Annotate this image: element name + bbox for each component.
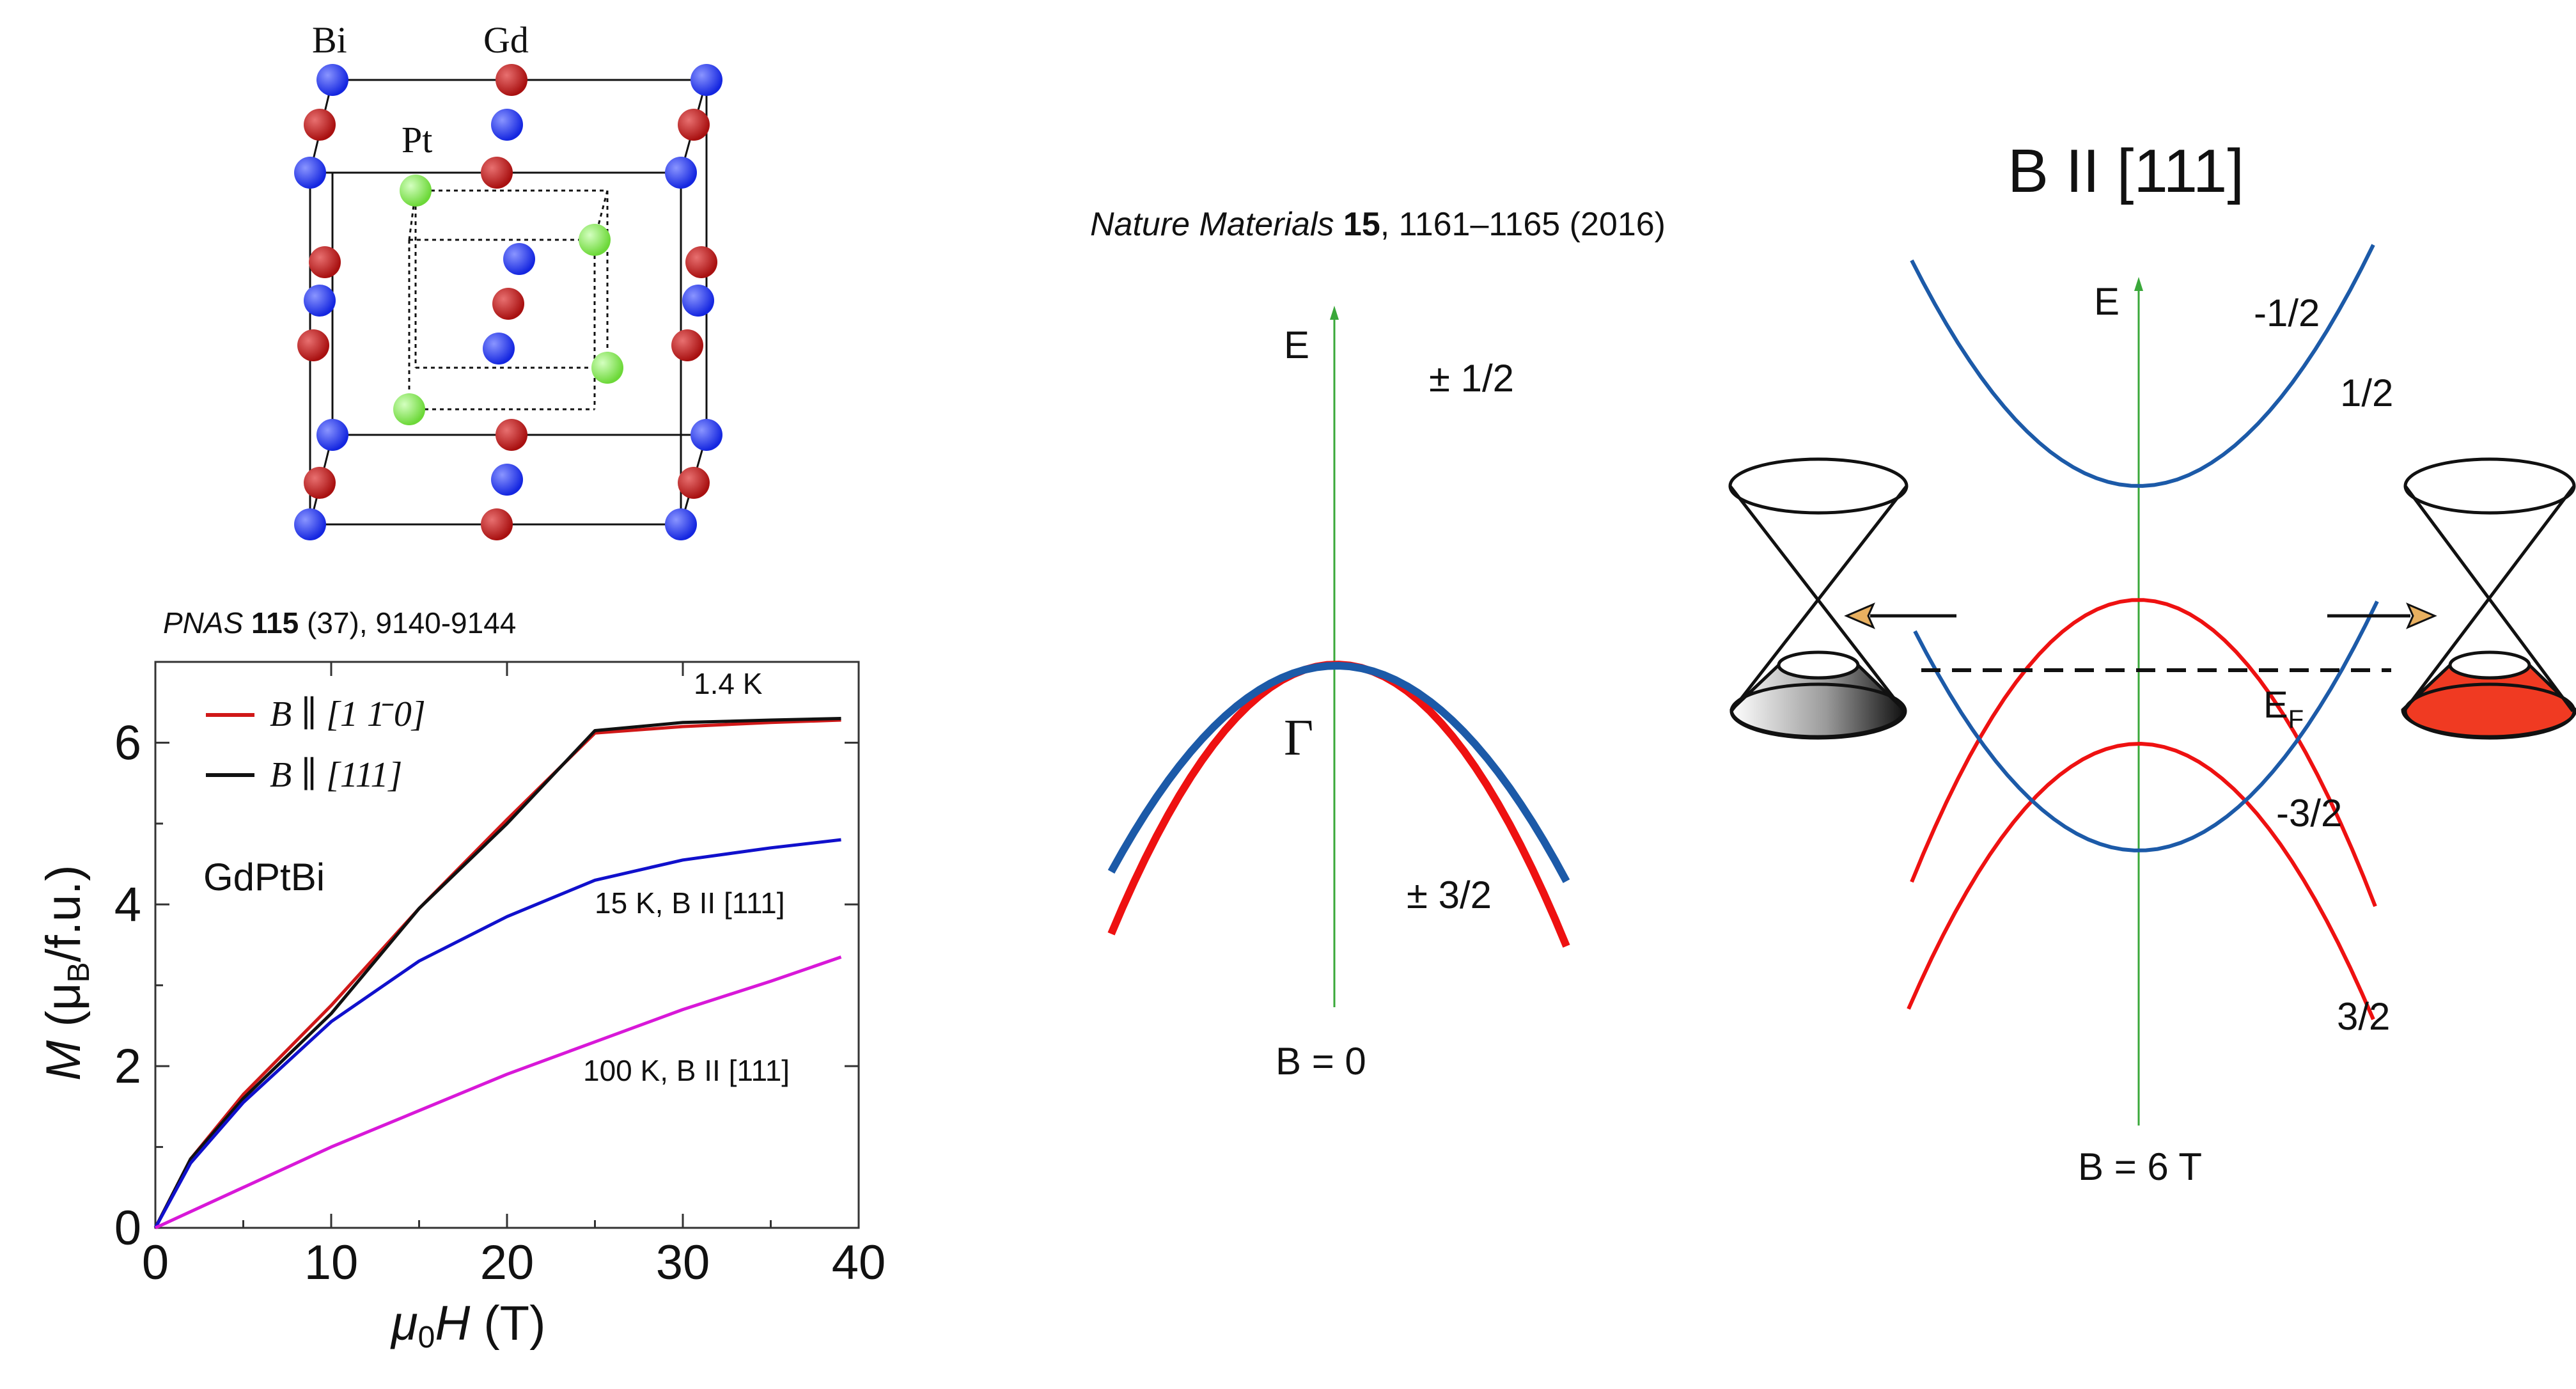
atom-bi-2 [691,64,722,96]
atom-bi-6 [294,157,326,189]
series-line-3 [154,955,842,1230]
label-pt: Pt [402,119,432,161]
band-b6-red-12 [1907,741,2375,1021]
nature-citation: Nature Materials 15, 1161–1165 (2016) [1090,206,1666,243]
x-tick-label: 20 [480,1236,535,1290]
atom-bi-28 [294,508,326,540]
band-label-pm12: ± 1/2 [1429,357,1514,400]
cone-right-icon [2401,457,2576,740]
series-line-2 [153,838,841,1229]
gamma-point-label: Γ [1284,710,1313,766]
annotation-15k: 15 K, B II [111] [595,886,785,920]
atom-gd-3 [304,109,336,141]
atom-bi-16 [682,285,714,317]
band-label-m12: -1/2 [2254,292,2320,334]
band-b0-blue [1107,662,1570,883]
energy-axis-arrow-b0 [1330,306,1339,320]
energy-axis-label-b0: E [1284,324,1309,366]
atom-gd-13 [685,246,717,278]
atom-gd-1 [496,64,527,96]
atom-bi-26 [491,464,523,496]
y-tick-label: 0 [114,1201,141,1255]
atom-bi-8 [665,157,697,189]
atom-gd-19 [671,329,703,361]
atom-bi-18 [483,333,515,365]
atom-pt-9 [400,175,432,207]
band-label-m32: -3/2 [2276,792,2342,835]
band-b6-blue-32 [1913,600,2379,852]
legend-label-1: B ∥ [1 1̄ 0] [270,694,426,734]
band-b0-red [1107,661,1570,948]
plot-frame [154,661,860,1229]
atom-bi-14 [304,285,336,317]
band-label-12: 1/2 [2340,372,2393,414]
atom-pt-10 [579,224,611,256]
atom-gd-25 [304,467,336,499]
energy-axis-arrow-b6 [2134,277,2143,291]
band-b6-red-m12 [1910,598,2377,907]
material-label: GdPtBi [203,856,325,899]
atom-bi-0 [316,64,348,96]
bands-b6 [1907,244,2379,1021]
y-tick-label: 6 [114,716,141,770]
annotation-1p4k: 1.4 K [694,667,763,700]
band-diagram-b0: E Γ ± 1/2 ± 3/2 B = 0 [1107,306,1570,1083]
chart-lines [153,717,842,1230]
x-tick-label: 30 [656,1236,710,1290]
x-tick-label: 0 [142,1236,169,1290]
y-tick-label: 2 [114,1039,141,1094]
b6-title: B II [111] [2008,137,2244,205]
chart-ticks: 0 10 20 30 40 0 2 4 6 [114,662,886,1290]
x-axis-label: μ0H (T) [390,1296,545,1354]
atoms-group [294,64,722,540]
band-diagram-b6: B II [111] E EF -1/2 1/2 -3/2 3/2 B = 6 … [1728,137,2576,1188]
arrow-right-head [2406,602,2437,629]
atom-gd-17 [297,329,329,361]
caption-b6: B = 6 T [2078,1145,2202,1188]
atom-gd-27 [678,467,710,499]
magnetization-chart: 0 10 20 30 40 0 2 4 6 B ∥ [1 1̄ 0] B ∥ [111] GdP… [36,661,886,1354]
energy-axis-label-b6: E [2094,280,2119,323]
atom-gd-7 [481,157,513,189]
x-tick-label: 10 [304,1236,359,1290]
series-line-0 [153,718,841,1229]
series-line-1 [153,717,841,1229]
bands-b0 [1107,661,1570,948]
label-bi: Bi [312,19,347,61]
x-tick-label: 40 [832,1236,886,1290]
atom-bi-22 [316,419,348,451]
cone-left-icon [1728,457,1909,740]
y-axis-label: M (μB/f.u.) [36,865,96,1081]
fermi-level-label: EF [2263,684,2304,734]
caption-b0: B = 0 [1276,1040,1366,1083]
label-gd: Gd [483,19,529,61]
annotation-100k: 100 K, B II [111] [583,1054,790,1087]
band-label-32: 3/2 [2337,995,2390,1038]
pnas-citation: PNAS 115 (37), 9140-9144 [163,606,516,640]
atom-gd-5 [678,109,710,141]
crystal-structure-diagram: Bi Gd Pt [294,19,722,540]
atom-bi-12 [503,243,535,275]
atom-bi-30 [665,508,697,540]
atom-bi-24 [691,419,722,451]
band-label-pm32: ± 3/2 [1407,874,1492,916]
band-b6-blue-m32 [1910,244,2375,488]
atom-bi-4 [491,109,523,141]
atom-gd-29 [481,508,513,540]
atom-pt-20 [591,352,623,384]
atom-gd-11 [309,246,341,278]
atom-gd-15 [492,288,524,320]
atom-gd-23 [496,419,527,451]
y-tick-label: 4 [114,877,141,932]
arrow-left-head [1844,602,1875,629]
atom-pt-21 [393,393,425,425]
legend-label-2: B ∥ [111] [270,755,402,795]
